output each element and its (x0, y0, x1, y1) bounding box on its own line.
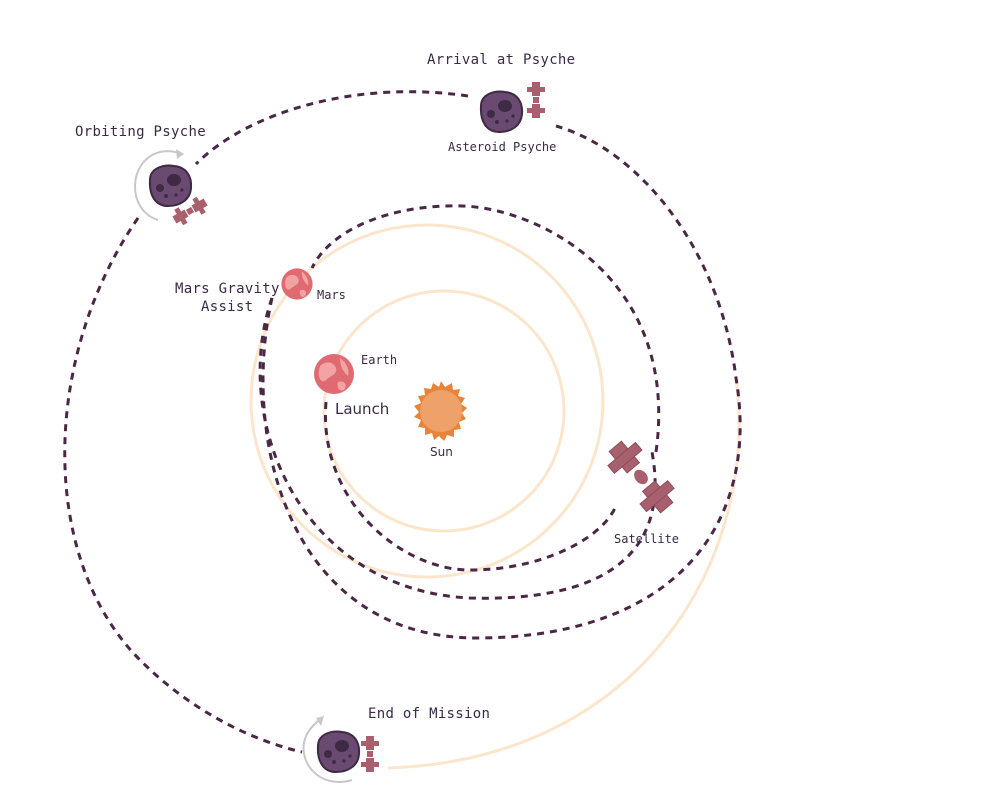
trajectory-orbiting-to-end (63, 217, 303, 754)
spacecraft-icon (527, 82, 545, 118)
end-of-mission-label: End of Mission (368, 706, 490, 722)
spacecraft-icon (607, 440, 675, 514)
trajectory-arrival (194, 90, 469, 166)
rotation-arrow-icon (134, 150, 183, 221)
asteroid-icon (148, 164, 193, 207)
earth-label: Earth (361, 353, 397, 367)
trajectory-outer (261, 124, 742, 640)
arrival-label: Arrival at Psyche (427, 52, 575, 68)
orbiting-psyche-label: Orbiting Psyche (75, 124, 206, 140)
launch-label: Launch (335, 400, 389, 418)
trajectory-launch (324, 401, 617, 572)
asteroid-psyche-label: Asteroid Psyche (448, 140, 556, 154)
asteroid-icon (479, 90, 524, 133)
mars-gravity-assist-label-line2: Assist (201, 299, 253, 315)
spacecraft-icon (361, 736, 379, 772)
asteroid-icon (316, 730, 361, 773)
rotation-arrowhead-icon (176, 149, 184, 159)
sun-icon (414, 381, 467, 441)
rotation-arrowhead-icon (316, 716, 324, 726)
mars-icon (281, 268, 313, 300)
earth-orbit (322, 289, 566, 533)
sun-label: Sun (430, 445, 453, 459)
rotation-arrow-icon (302, 717, 353, 783)
earth-icon (314, 354, 354, 394)
trajectory-to-mars (310, 204, 661, 453)
mars-gravity-assist-label: Mars Gravity (175, 281, 280, 297)
mars-orbit (249, 223, 605, 579)
trajectory-after-mars (258, 297, 657, 600)
mars-label: Mars (317, 288, 346, 302)
satellite-label: Satellite (614, 532, 679, 546)
